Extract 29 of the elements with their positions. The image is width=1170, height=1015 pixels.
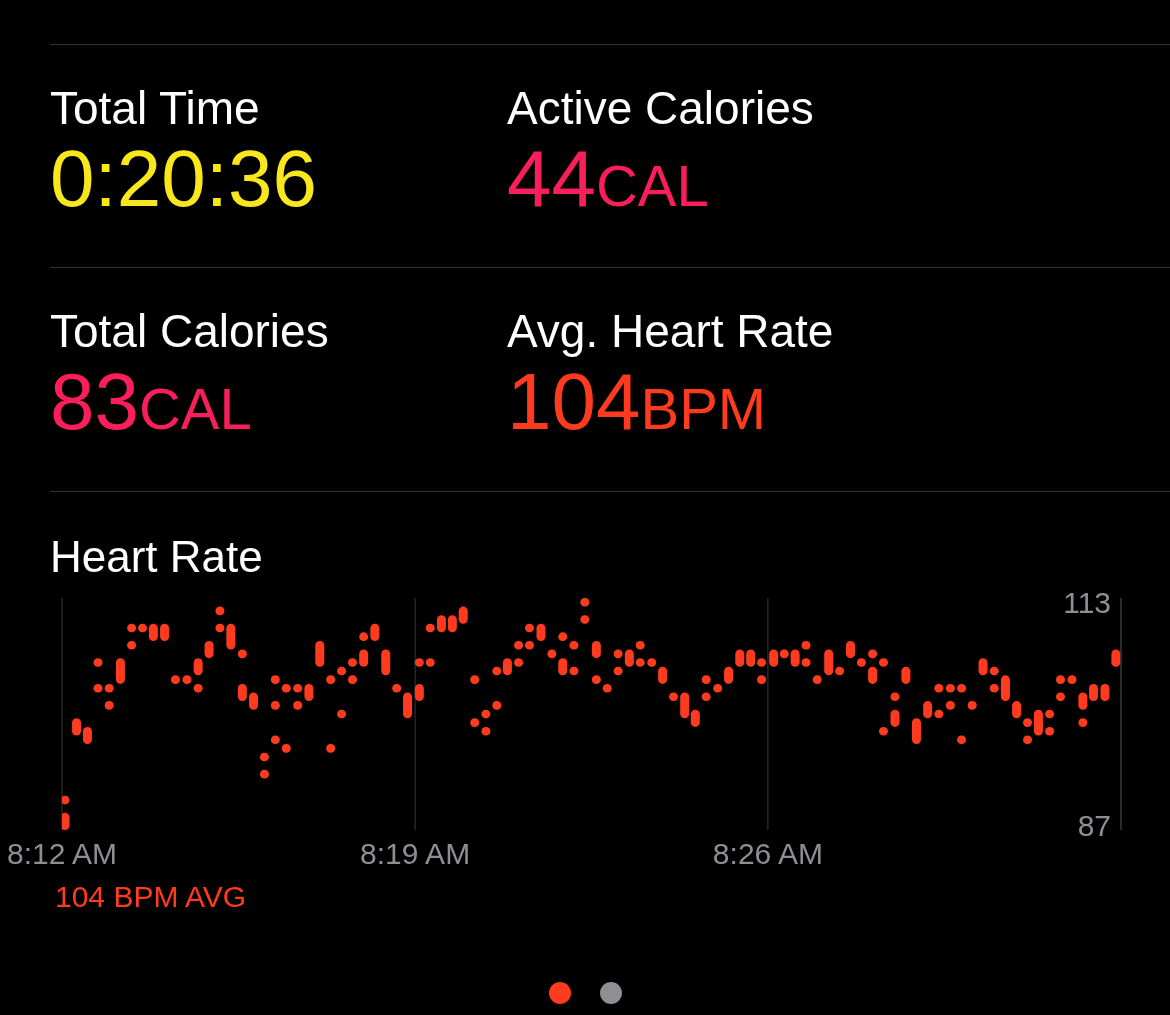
bar	[911, 718, 921, 745]
text: 104 BPM AVG	[55, 880, 247, 914]
x-tick-label: 8:26 AM	[712, 837, 823, 870]
text: 44CAL	[507, 134, 709, 223]
bar	[1088, 683, 1098, 702]
x-tick-label: 8:19 AM	[360, 837, 471, 870]
bar	[824, 649, 834, 676]
y-tick-label: 113	[1063, 585, 1111, 619]
text: Total Calories	[50, 304, 329, 359]
text: 0:20:36	[50, 134, 317, 223]
text: Total Time	[50, 81, 261, 136]
chart-title: Heart Rate	[50, 532, 263, 582]
bar	[62, 812, 70, 830]
text: 104BPM	[507, 357, 767, 446]
bar	[115, 658, 125, 684]
bar	[315, 640, 325, 667]
text: Avg. Heart Rate	[507, 304, 834, 359]
text: Active Calories	[507, 81, 814, 136]
x-tick-label: 8:12 AM	[6, 837, 118, 870]
bar	[148, 623, 158, 641]
bar	[381, 649, 391, 676]
y-tick-label: 87	[1077, 809, 1111, 843]
bar	[1033, 709, 1043, 736]
bar	[1000, 675, 1010, 702]
bar	[403, 692, 413, 719]
text: 83CAL	[50, 357, 252, 446]
bar	[846, 640, 856, 659]
bar	[226, 623, 236, 650]
bar	[680, 692, 690, 719]
